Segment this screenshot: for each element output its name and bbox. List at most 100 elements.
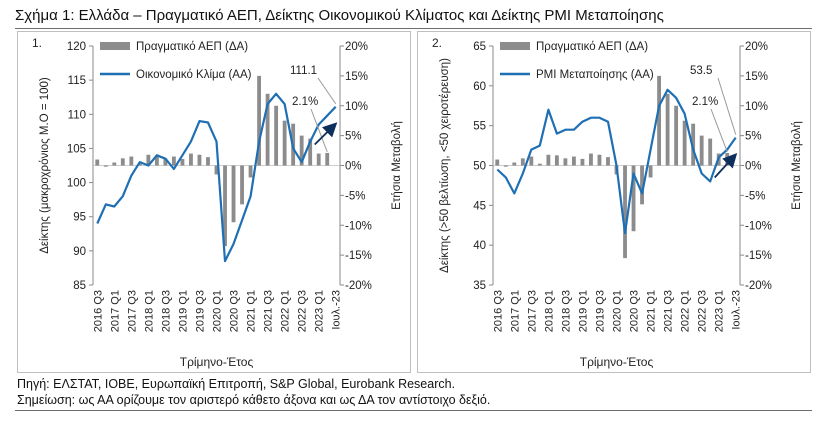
c2-right-tick-label: 0% xyxy=(745,161,762,173)
c1-gdp-bar xyxy=(214,165,219,175)
c2-annotation-line-leader xyxy=(717,77,737,135)
c1-legend-line-label: Οικονομικό Κλίμα (ΑΑ) xyxy=(136,69,252,81)
c1-gdp-bar xyxy=(163,158,168,166)
c2-legend-line-label: PMI Μεταποίησης (ΑΑ) xyxy=(536,69,654,81)
c2-annotation-bar-value: 2.1% xyxy=(692,96,718,108)
c2-gdp-bar xyxy=(657,75,662,166)
c2-left-tick-label: 45 xyxy=(473,200,486,212)
c2-left-tick-label: 40 xyxy=(473,240,486,252)
c1-gdp-bar xyxy=(197,154,202,166)
c2-right-tick-label: -10% xyxy=(745,220,772,232)
c1-right-tick-label: 0% xyxy=(345,161,362,173)
c1-gdp-bar xyxy=(154,155,159,166)
c1-right-tick-label: 20% xyxy=(345,41,368,53)
panel-gdp-pmi: 2. 35 40 45 50 55 60 65 -20% -15% -10% -5% 0% 5% 10% 15… xyxy=(417,31,811,373)
c1-x-tick-label: 2019 Q1 xyxy=(177,290,189,332)
bottom-rule xyxy=(15,410,812,411)
c2-gdp-bar xyxy=(554,155,559,166)
c1-gdp-bar xyxy=(189,153,193,166)
c1-x-axis-title: Τρίμηνο-Έτος xyxy=(180,355,254,369)
c2-x-tick-label: 2022 Q1 xyxy=(680,290,692,332)
c2-gdp-bar xyxy=(640,165,644,205)
c1-right-tick-label: -20% xyxy=(345,280,372,292)
c1-left-axis-title: Δείκτης (μακροχρόνιος Μ.Ο = 100) xyxy=(39,77,51,254)
c2-right-tick-label: 20% xyxy=(745,41,768,53)
c1-x-tick-label: 2016 Q3 xyxy=(92,290,104,332)
c2-annotation-bar-leader xyxy=(710,108,728,153)
c2-left-tick-label: 50 xyxy=(473,161,486,173)
c2-gdp-bar xyxy=(691,123,696,166)
c2-gdp-bar xyxy=(699,135,704,166)
c2-trend-arrow xyxy=(714,152,738,179)
c1-x-tick-label: 2020 Q1 xyxy=(212,290,224,332)
c1-panel-label: 1. xyxy=(32,36,42,50)
c1-left-tick-label: 90 xyxy=(73,246,86,258)
c2-x-tick-label: 2020 Q1 xyxy=(612,290,624,332)
c1-gdp-bar xyxy=(299,135,304,166)
c1-annotation-bar-value: 2.1% xyxy=(292,96,318,108)
c2-legend-bar-label: Πραγματικό ΑΕΠ (ΔΑ) xyxy=(536,41,648,53)
c1-gdp-bar xyxy=(180,158,185,166)
c1-left-tick-label: 85 xyxy=(73,280,86,292)
c2-gdp-bar xyxy=(571,156,576,166)
c2-x-tick-label: 2018 Q3 xyxy=(560,290,572,332)
c2-gdp-bar xyxy=(503,165,508,167)
c1-x-tick-label: 2021 Q1 xyxy=(246,290,258,332)
c2-right-tick-label: 15% xyxy=(745,71,768,83)
c2-gdp-bar xyxy=(682,120,687,166)
chart-gdp-economic-sentiment: 1. 85 90 95 100 105 110 115 120 -20% -15% -10% -5% 0%… xyxy=(32,36,403,369)
c1-gdp-bar xyxy=(282,120,287,166)
c2-right-tick-label: 10% xyxy=(745,101,768,113)
chart-gdp-pmi: 2. 35 40 45 50 55 60 65 -20% -15% -10% -5% 0% 5% 10% 15… xyxy=(432,36,803,369)
c1-gdp-bar xyxy=(240,165,244,205)
c1-x-tick-label: 2018 Q1 xyxy=(143,290,155,332)
source-note: Πηγή: ΕΛΣΤΑΤ, ΙΟΒΕ, Ευρωπαϊκή Επιτροπή, … xyxy=(17,377,456,391)
c2-left-tick-label: 55 xyxy=(473,121,486,133)
c1-x-tick-label: 2023 Q1 xyxy=(314,290,326,332)
panel-gdp-economic-sentiment: 1. 85 90 95 100 105 110 115 120 -20% -15% -10% -5% 0%… xyxy=(17,31,411,373)
c2-right-tick-label: -5% xyxy=(745,190,765,202)
c1-x-tick-label: 2019 Q3 xyxy=(194,290,206,332)
c1-left-tick-label: 105 xyxy=(67,143,86,155)
c2-x-tick-label: 2021 Q1 xyxy=(646,290,658,332)
c2-gdp-bar xyxy=(589,153,593,166)
c1-gdp-bar xyxy=(206,157,210,166)
c2-right-tick-label: -15% xyxy=(745,250,772,262)
c2-right-axis-title: Ετήσια Μεταβολή xyxy=(791,121,803,210)
c1-gdp-bar xyxy=(112,162,117,166)
c2-x-tick-label: 2016 Q3 xyxy=(492,290,504,332)
c1-x-tick-label: 2017 Q3 xyxy=(126,290,138,332)
c1-gdp-bar xyxy=(265,93,270,166)
c1-x-tick-label: 2018 Q3 xyxy=(160,290,172,332)
c1-annotation-bar-leader xyxy=(310,108,328,153)
c2-panel-label: 2. xyxy=(432,36,442,50)
c1-right-tick-label: -10% xyxy=(345,220,372,232)
c1-right-tick-label: 10% xyxy=(345,101,368,113)
c1-right-tick-label: 5% xyxy=(345,131,362,143)
c2-x-tick-label: 2021 Q3 xyxy=(663,290,675,332)
c2-x-tick-label: 2022 Q3 xyxy=(697,290,709,332)
c2-gdp-bar xyxy=(529,156,534,166)
c2-annotation-line-value: 53.5 xyxy=(690,65,712,77)
c2-right-tick-label: 5% xyxy=(745,131,762,143)
c1-x-tick-label: 2021 Q3 xyxy=(263,290,275,332)
footnote: Σημείωση: ως ΑΑ ορίζουμε τον αριστερό κά… xyxy=(17,393,491,407)
c1-gdp-bar xyxy=(248,165,253,178)
c1-gdp-bar xyxy=(120,158,125,166)
c1-x-tick-label: 2017 Q1 xyxy=(109,290,121,332)
c2-gdp-bar xyxy=(708,138,713,166)
c2-index-line xyxy=(496,88,737,235)
c1-gdp-bar xyxy=(146,154,151,166)
c1-gdp-bar xyxy=(325,152,330,166)
c1-gdp-bar xyxy=(316,153,321,166)
c2-left-tick-label: 35 xyxy=(473,280,486,292)
c2-gdp-bar xyxy=(674,105,679,166)
c1-x-tick-label: 2022 Q1 xyxy=(280,290,292,332)
c1-right-tick-label: -15% xyxy=(345,250,372,262)
c2-x-tick-label: 2020 Q3 xyxy=(629,290,641,332)
title-rule xyxy=(15,28,812,29)
c1-gdp-bar xyxy=(103,165,108,167)
c1-right-axis-title: Ετήσια Μεταβολή xyxy=(391,121,403,210)
notes: Πηγή: ΕΛΣΤΑΤ, ΙΟΒΕ, Ευρωπαϊκή Επιτροπή, … xyxy=(17,376,490,408)
c2-gdp-bar xyxy=(495,159,500,166)
